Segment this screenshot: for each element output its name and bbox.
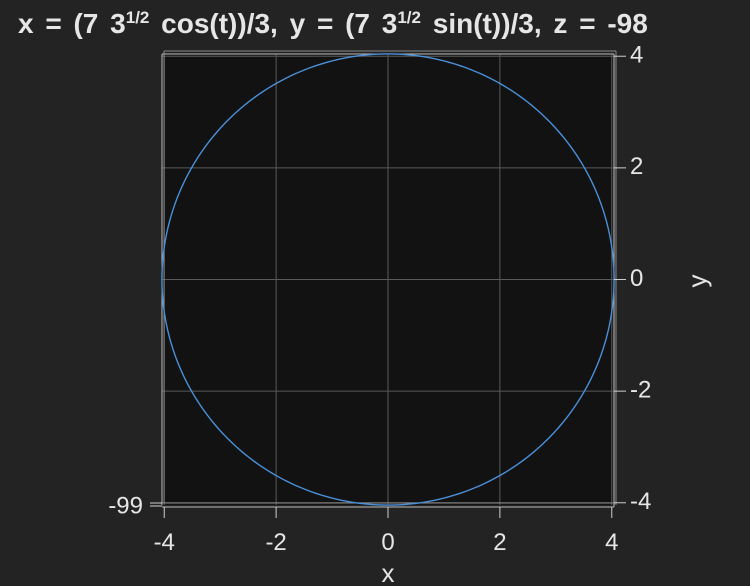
y-tick-label-0: -4	[630, 488, 651, 515]
y-tick-label-1: -2	[630, 376, 651, 403]
x-tick-label-2: 0	[381, 529, 394, 556]
tick-layer: -4 -2 0 2 4 -4 -2 0 2 4	[154, 42, 652, 556]
y-tick-label-2: 0	[630, 265, 643, 292]
chart-title: x = (7 31/2 cos(t))/3, y = (7 31/2 sin(t…	[18, 6, 750, 42]
title-exponent-2: 1/2	[397, 8, 421, 27]
y-tick-label-4: 4	[630, 42, 643, 69]
title-exponent-1: 1/2	[125, 8, 150, 27]
x-tick-label-3: 2	[493, 529, 506, 556]
x-tick-label-0: -4	[154, 529, 175, 556]
y-axis-label: y	[682, 275, 712, 288]
series-line-circle	[161, 53, 615, 506]
y-tick-label-3: 2	[630, 153, 643, 180]
title-middle: cos(t))/3, y = (7 3	[149, 8, 398, 39]
title-suffix: sin(t))/3, z = -98	[420, 8, 648, 39]
x-tick-label-1: -2	[265, 529, 286, 556]
title-prefix: x = (7 3	[18, 8, 126, 39]
z-tick-label: -99	[108, 492, 143, 519]
x-tick-label-4: 4	[605, 529, 618, 556]
x-axis-label: x	[382, 558, 395, 586]
series-layer	[161, 53, 615, 506]
grid-lines	[162, 54, 614, 505]
